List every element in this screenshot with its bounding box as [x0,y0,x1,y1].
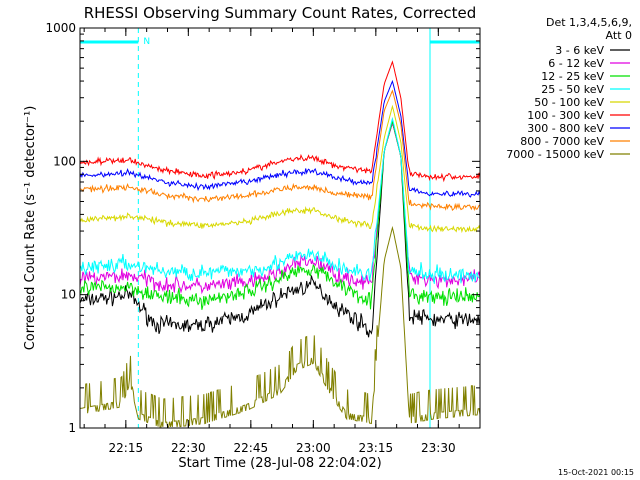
series-line [79,104,481,234]
series-line [79,79,481,198]
y-tick-label: 10 [61,288,76,302]
series-line [79,121,481,295]
y-tick-label: 1 [68,421,76,435]
x-tick-label: 22:45 [234,441,269,455]
legend-header-line-2: Att 0 [606,29,632,42]
series-line [79,89,481,212]
series-line [79,119,481,310]
timestamp: 15-Oct-2021 00:15 [558,468,634,477]
legend-entry-label: 12 - 25 keV [541,70,604,83]
series-line [79,121,481,338]
x-tick-label: 22:30 [171,441,206,455]
legend-entry-label: 7000 - 15000 keV [506,148,604,161]
x-tick-label: 23:30 [421,441,456,455]
y-axis-label: Corrected Count Rate (s⁻¹ detector⁻¹) [23,106,38,351]
legend-entry-label: 25 - 50 keV [541,83,604,96]
legend-entry-label: 50 - 100 keV [534,96,604,109]
legend-entry-label: 300 - 800 keV [527,122,604,135]
series-line [79,225,481,428]
x-axis-label: Start Time (28-Jul-08 22:04:02) [178,456,381,471]
series-group [79,60,481,428]
series-line [79,60,481,183]
legend-entry-label: 800 - 7000 keV [520,135,604,148]
axis-ticks: 1 10 100 1000 22:15 22:30 22:45 23:00 23:15 23:30 [45,21,480,455]
plot-frame [79,27,481,429]
legend-entry-label: 100 - 300 keV [527,109,604,122]
legend-entry-label: 3 - 6 keV [555,44,604,57]
night-label: N [143,37,150,47]
chart-title: RHESSI Observing Summary Count Rates, Co… [84,4,477,22]
series-line [79,116,481,284]
y-tick-label: 1000 [45,21,76,35]
x-tick-label: 22:15 [109,441,144,455]
x-tick-label: 23:15 [359,441,394,455]
x-tick-label: 23:00 [296,441,331,455]
y-tick-label: 100 [53,154,76,168]
legend-entry-label: 6 - 12 keV [548,57,604,70]
legend-header-line-1: Det 1,3,4,5,6,9, [546,16,632,29]
